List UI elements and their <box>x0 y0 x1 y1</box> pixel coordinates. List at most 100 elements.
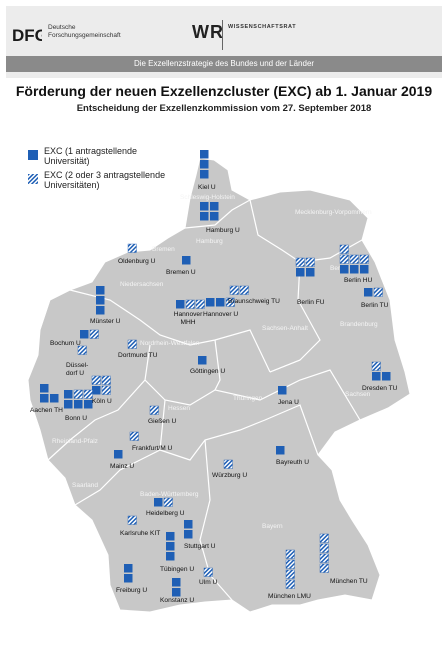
cluster-marker-single <box>64 390 73 399</box>
cluster-marker-single <box>350 265 359 274</box>
header: DFG Deutsche Forschungsgemeinschaft WR W… <box>6 6 442 78</box>
wr-separator <box>222 20 223 50</box>
cluster-marker-single <box>96 296 105 305</box>
cluster-marker-joint <box>203 567 213 577</box>
cluster-marker-joint <box>91 375 101 385</box>
cluster-marker-joint <box>229 285 239 295</box>
region-label: Niedersachsen <box>120 281 164 288</box>
cluster-marker-single <box>200 202 209 211</box>
legend-solid-swatch <box>28 150 38 160</box>
cluster-marker-joint <box>129 431 139 441</box>
cluster-marker-single <box>372 372 381 381</box>
cluster-marker-joint <box>339 244 349 254</box>
city-label: Düssel-dorf U <box>66 362 89 377</box>
cluster-marker-single <box>176 300 185 309</box>
region-label: Thüringen <box>233 395 263 402</box>
state-borders <box>47 199 363 601</box>
page-title: Förderung der neuen Exzellenzcluster (EX… <box>15 83 433 99</box>
cluster-marker-single <box>210 212 219 221</box>
cluster-marker-joint <box>195 299 205 309</box>
city-label: Gießen U <box>148 418 177 425</box>
city-label: Aachen TH <box>30 407 63 414</box>
cluster-marker-single <box>216 298 225 307</box>
cluster-marker-single <box>200 150 209 159</box>
region-label: Brandenburg <box>340 321 378 328</box>
cluster-marker-single <box>166 552 175 561</box>
legend-hatched-label: EXC (2 oder 3 antragstellende Universitä… <box>44 170 165 190</box>
city-label: Göttingen U <box>190 368 226 375</box>
cluster-marker-single <box>184 530 193 539</box>
city-label: Bremen U <box>166 269 196 276</box>
city-label: Tübingen U <box>160 566 195 573</box>
dfg-logo: DFG <box>12 26 42 45</box>
cluster-marker-single <box>360 265 369 274</box>
cluster-marker-joint <box>319 563 329 573</box>
city-label: Bochum U <box>50 340 81 347</box>
cluster-marker-single <box>382 372 391 381</box>
city-label: Münster U <box>90 318 121 325</box>
city-label: Stuttgart U <box>184 543 216 550</box>
city-label: Würzburg U <box>212 472 248 479</box>
cluster-marker-joint <box>349 254 359 264</box>
cluster-marker-single <box>172 588 181 597</box>
cluster-marker-joint <box>285 569 295 579</box>
cluster-marker-joint <box>225 297 235 307</box>
region-label: Hamburg <box>196 238 223 245</box>
cluster-marker-joint <box>319 543 329 553</box>
wr-logo: WR <box>192 22 224 42</box>
cluster-marker-joint <box>319 533 329 543</box>
cluster-marker-joint <box>149 405 159 415</box>
legend-solid-line1: EXC (1 antragstellende <box>44 146 138 156</box>
legend-hatched-swatch <box>28 174 38 184</box>
cluster-markers <box>40 150 391 597</box>
cluster-marker-single <box>306 268 315 277</box>
cluster-marker-joint <box>371 361 381 371</box>
region-label: Sachsen-Anhalt <box>262 325 308 332</box>
city-label: Konstanz U <box>160 597 195 604</box>
region-label: Sachsen <box>345 391 371 398</box>
cluster-marker-joint <box>359 254 369 264</box>
dfg-name-line1: Deutsche <box>48 24 76 31</box>
cluster-marker-joint <box>101 375 111 385</box>
banner: Die Exzellenzstrategie des Bundes und de… <box>6 56 442 72</box>
region-label: Berlin <box>330 265 347 272</box>
region-label: Schleswig-Holstein <box>180 194 235 201</box>
cluster-marker-single <box>40 384 49 393</box>
city-label: Hamburg U <box>206 227 240 234</box>
cluster-marker-joint <box>83 389 93 399</box>
dfg-name: Deutsche Forschungsgemeinschaft <box>48 24 121 40</box>
cluster-marker-joint <box>73 389 83 399</box>
cluster-marker-joint <box>373 287 383 297</box>
city-label: Dortmund TU <box>118 352 158 359</box>
cluster-marker-single <box>124 574 133 583</box>
cluster-marker-single <box>50 394 59 403</box>
cluster-marker-joint <box>239 285 249 295</box>
cluster-marker-single <box>40 394 49 403</box>
cluster-marker-single <box>200 212 209 221</box>
city-label: Oldenburg U <box>118 258 156 265</box>
legend-hatched-line2: Universitäten) <box>44 180 100 190</box>
cluster-marker-single <box>166 542 175 551</box>
cluster-marker-single <box>124 564 133 573</box>
cluster-marker-single <box>154 498 163 507</box>
dfg-name-line2: Forschungsgemeinschaft <box>48 32 121 39</box>
cluster-marker-single <box>64 400 73 409</box>
cluster-marker-single <box>74 400 83 409</box>
city-label: Karlsruhe KIT <box>120 530 161 537</box>
city-label: Freiburg U <box>116 587 148 594</box>
legend-solid-label: EXC (1 antragstellende Universität) <box>44 146 137 166</box>
cluster-marker-single <box>296 268 305 277</box>
legend-hatched-line1: EXC (2 oder 3 antragstellende <box>44 170 166 180</box>
city-label: Berlin FU <box>297 299 325 306</box>
cluster-marker-single <box>184 520 193 529</box>
cluster-marker-joint <box>127 339 137 349</box>
city-label: Dresden TU <box>362 385 398 392</box>
cluster-marker-single <box>80 330 89 339</box>
city-label: München TU <box>330 578 368 585</box>
cluster-marker-single <box>96 306 105 315</box>
cluster-marker-single <box>166 532 175 541</box>
cluster-marker-joint <box>101 385 111 395</box>
cluster-marker-joint <box>285 549 295 559</box>
cluster-marker-joint <box>319 553 329 563</box>
